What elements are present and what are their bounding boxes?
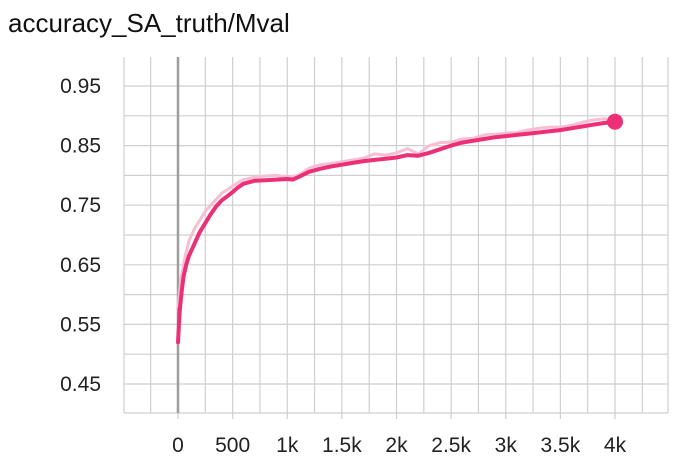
raw-series-line bbox=[176, 117, 617, 308]
series-end-marker bbox=[607, 113, 623, 130]
x-tick-label: 3k bbox=[495, 434, 518, 457]
y-tick-label: 0.45 bbox=[60, 373, 101, 396]
x-tick-label: 500 bbox=[215, 434, 250, 457]
chart-title: accuracy_SA_truth/Mval bbox=[8, 8, 290, 38]
x-tick-label: 4k bbox=[604, 434, 627, 457]
y-tick-label: 0.95 bbox=[60, 75, 101, 98]
x-tick-label: 2k bbox=[385, 434, 408, 457]
x-tick-label: 2.5k bbox=[431, 434, 471, 457]
y-tick-label: 0.85 bbox=[60, 135, 101, 158]
x-tick-label: 0 bbox=[172, 434, 184, 457]
y-tick-label: 0.75 bbox=[60, 194, 101, 217]
x-tick-label: 1k bbox=[276, 434, 299, 457]
y-tick-label: 0.65 bbox=[60, 254, 101, 277]
y-tick-label: 0.55 bbox=[60, 313, 101, 336]
x-tick-label: 1.5k bbox=[322, 434, 362, 457]
x-tick-label: 3.5k bbox=[541, 434, 581, 457]
smoothed-series-line bbox=[176, 119, 617, 345]
